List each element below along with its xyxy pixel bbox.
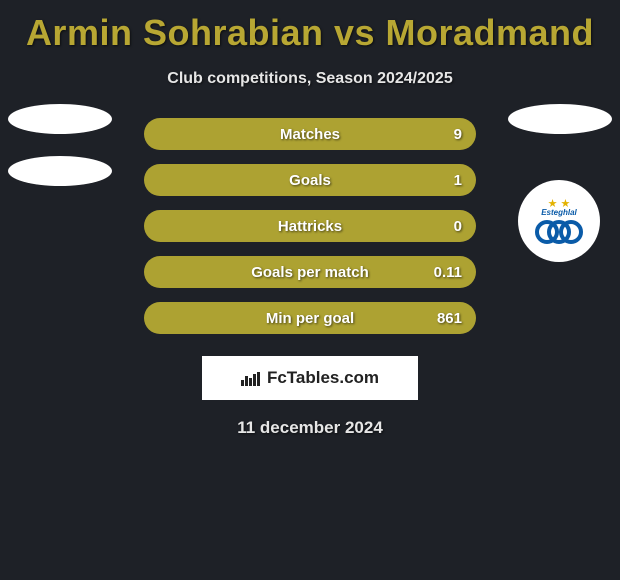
subtitle: Club competitions, Season 2024/2025 <box>0 70 620 88</box>
stat-value: 0 <box>454 218 462 235</box>
left-marker-ellipse <box>8 104 112 134</box>
stat-label: Goals <box>289 172 331 189</box>
stat-label: Hattricks <box>278 218 342 235</box>
stat-value: 9 <box>454 126 462 143</box>
club-logo: ★ ★ Esteghlal <box>518 180 600 262</box>
stat-bar: Goals per match 0.11 <box>144 256 476 288</box>
stat-row-matches: Matches 9 <box>0 118 620 150</box>
logo-text: Esteghlal <box>541 208 577 217</box>
left-marker-ellipse <box>8 156 112 186</box>
logo-rings-icon <box>534 219 584 245</box>
stat-bar: Goals 1 <box>144 164 476 196</box>
stat-row-mpg: Min per goal 861 <box>0 302 620 334</box>
stat-label: Min per goal <box>266 310 354 327</box>
stat-label: Goals per match <box>251 264 369 281</box>
fctables-badge: FcTables.com <box>202 356 418 400</box>
stat-bar: Hattricks 0 <box>144 210 476 242</box>
fctables-label: FcTables.com <box>267 368 379 388</box>
right-marker-ellipse <box>508 104 612 134</box>
stat-label: Matches <box>280 126 340 143</box>
stat-row-goals: Goals 1 <box>0 164 620 196</box>
page-title: Armin Sohrabian vs Moradmand <box>0 0 620 54</box>
bar-chart-icon <box>241 370 261 386</box>
stat-value: 0.11 <box>434 264 462 281</box>
stat-value: 1 <box>454 172 462 189</box>
stat-value: 861 <box>437 310 462 327</box>
stat-bar: Matches 9 <box>144 118 476 150</box>
stat-row-gpm: Goals per match 0.11 <box>0 256 620 288</box>
stat-bar: Min per goal 861 <box>144 302 476 334</box>
date-text: 11 december 2024 <box>0 418 620 438</box>
